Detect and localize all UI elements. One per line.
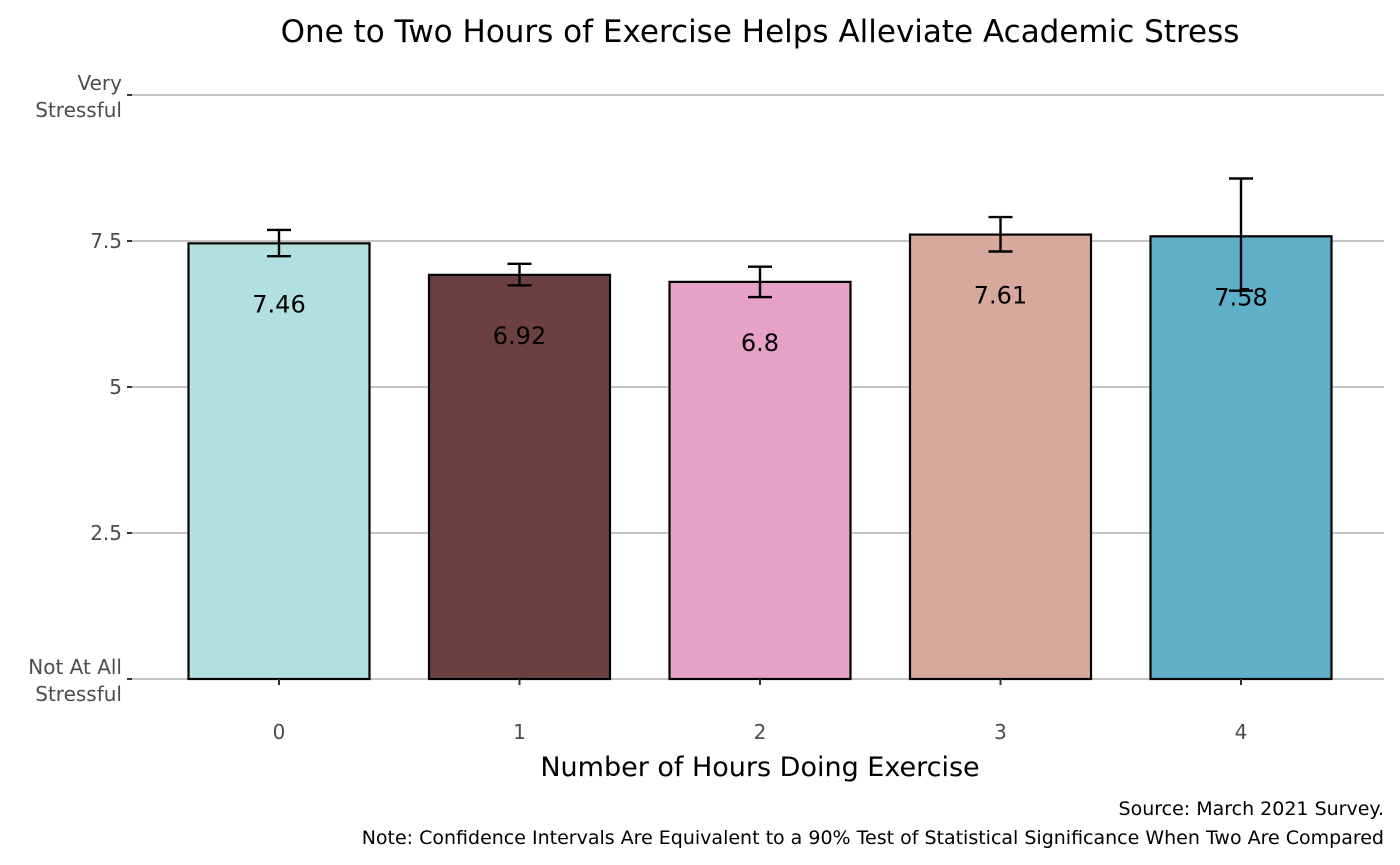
data-label-0: 7.46 [252,290,305,318]
x-tick-label: 4 [1235,720,1248,744]
y-tick-label: Stressful [35,98,122,122]
error-bars [267,177,1253,299]
y-tick-label: Stressful [35,682,122,706]
data-label-1: 6.92 [493,322,546,350]
error-bar-2 [748,265,772,299]
x-tick-label: 0 [273,720,286,744]
chart-title: One to Two Hours of Exercise Helps Allev… [281,14,1240,50]
y-tick-label: Very [78,71,123,95]
data-label-4: 7.58 [1214,283,1267,311]
note-caption: Note: Confidence Intervals Are Equivalen… [362,827,1384,849]
error-bar-4 [1229,177,1253,292]
error-bar-0 [267,228,291,258]
y-axis: Not At All Stressful 2.5 5 7.5 Very Stressful [28,71,132,706]
x-tick-label: 3 [994,720,1007,744]
error-bar-3 [988,215,1013,253]
x-tick-label: 1 [513,720,526,744]
data-label-3: 7.61 [974,282,1027,310]
y-tick-label: 5 [109,375,122,399]
y-tick-label: 2.5 [90,521,122,545]
source-caption: Source: March 2021 Survey. [1119,798,1384,820]
bar-4 [1149,235,1333,681]
data-labels: 7.46 6.92 6.8 7.61 7.58 [252,282,1267,357]
data-label-2: 6.8 [741,329,779,357]
x-axis-title: Number of Hours Doing Exercise [540,752,979,783]
bar-1 [427,273,612,681]
x-axis: 0 1 2 3 4 [273,679,1248,744]
bars [187,233,1333,681]
x-tick-label: 2 [754,720,767,744]
y-tick-label: 7.5 [90,229,122,253]
y-tick-label: Not At All [28,655,122,679]
bar-3 [908,233,1093,681]
error-bar-1 [507,262,532,287]
